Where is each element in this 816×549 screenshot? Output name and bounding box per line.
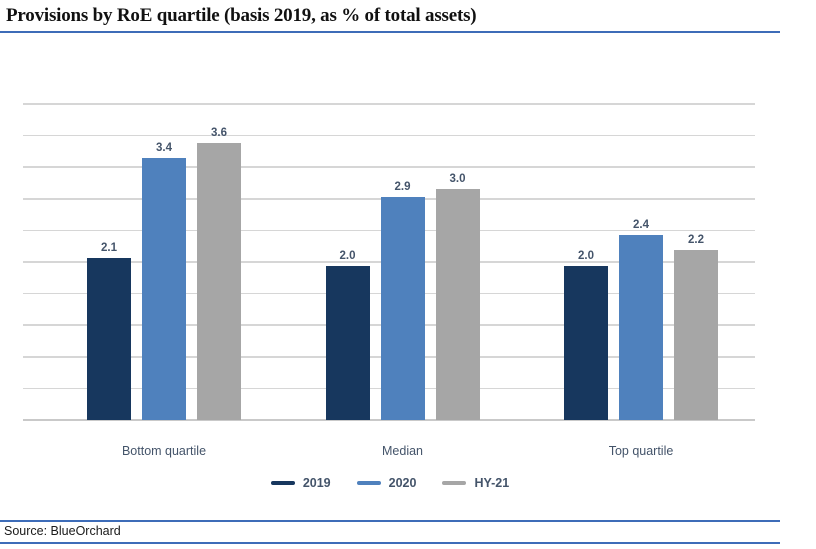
legend-marker-icon xyxy=(356,481,381,485)
legend-label: HY-21 xyxy=(474,476,510,490)
plot-area: 2.1 3.4 3.6 2.0 2.9 3.0 2.0 2.4 2.2 xyxy=(23,103,755,421)
bar-2020-median xyxy=(380,196,425,420)
footer-rule-top xyxy=(0,520,780,522)
legend-item-hy-21: HY-21 xyxy=(442,476,509,490)
bar-2019-top-quartile xyxy=(564,265,608,420)
gridline xyxy=(23,103,755,105)
category-label-bottom-quartile: Bottom quartile xyxy=(121,444,207,458)
data-label-hy-21-median: 3.0 xyxy=(449,172,466,185)
footer-rule-bottom xyxy=(0,542,780,544)
category-label-median: Median xyxy=(382,444,423,458)
legend-label: 2019 xyxy=(302,476,331,490)
gridline xyxy=(23,166,755,168)
data-label-2019-median: 2.0 xyxy=(339,249,356,262)
bar-2019-bottom-quartile xyxy=(87,258,131,420)
page-title: Provisions by RoE quartile (basis 2019, … xyxy=(6,5,477,26)
category-label-top-quartile: Top quartile xyxy=(608,444,674,458)
x-axis-line xyxy=(23,419,755,421)
chart-legend: 2019 2020 HY-21 xyxy=(0,476,780,490)
data-label-2019-top-quartile: 2.0 xyxy=(578,249,594,262)
data-label-2019-bottom-quartile: 2.1 xyxy=(101,242,117,255)
data-label-hy-21-bottom-quartile: 3.6 xyxy=(211,126,227,139)
legend-label: 2020 xyxy=(388,476,417,490)
bar-hy-21-top-quartile xyxy=(674,250,718,420)
legend-marker-icon xyxy=(442,481,467,485)
bar-hy-21-bottom-quartile xyxy=(197,142,241,420)
bar-chart: 2.1 3.4 3.6 2.0 2.9 3.0 2.0 2.4 2.2 Bottom quart… xyxy=(0,60,816,500)
source-note: Source: BlueOrchard xyxy=(4,524,121,538)
bar-2020-bottom-quartile xyxy=(142,157,186,420)
bar-2019-median xyxy=(325,265,370,420)
legend-marker-icon xyxy=(270,481,295,485)
title-rule xyxy=(0,31,780,33)
data-label-2020-bottom-quartile: 3.4 xyxy=(156,141,172,154)
data-label-2020-median: 2.9 xyxy=(394,180,411,193)
legend-item-2020: 2020 xyxy=(356,476,417,490)
bar-hy-21-median xyxy=(435,188,480,420)
gridline xyxy=(23,134,755,137)
legend-item-2019: 2019 xyxy=(270,476,331,490)
data-label-2020-top-quartile: 2.4 xyxy=(633,219,649,232)
bar-2020-top-quartile xyxy=(619,235,663,420)
data-label-hy-21-top-quartile: 2.2 xyxy=(688,234,704,247)
